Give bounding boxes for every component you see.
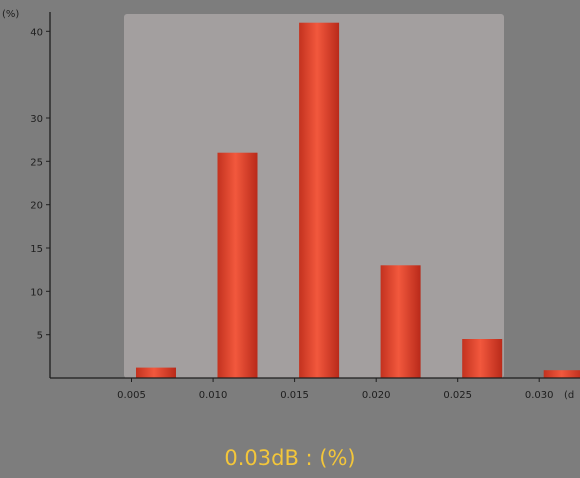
- bar-1: [136, 367, 176, 378]
- y-tick-label-7: 40: [30, 27, 43, 38]
- x-ticks-group: 0.005 0.010 0.015 0.020 0.025 0.030: [117, 378, 554, 401]
- y-tick-label-3: 15: [30, 244, 43, 255]
- bars-group: [136, 22, 580, 378]
- x-tick-label-6: 0.030: [525, 390, 554, 401]
- x-tick-label-4: 0.020: [362, 390, 391, 401]
- y-tick-label-5: 25: [30, 157, 43, 168]
- bar-2: [217, 152, 258, 378]
- x-unit-label: (d: [564, 390, 574, 401]
- y-tick-label-4: 20: [30, 201, 43, 212]
- y-tick-label-1: 5: [37, 331, 43, 342]
- x-tick-label-5: 0.025: [443, 390, 472, 401]
- axes-group: [49, 12, 580, 379]
- y-tick-label-2: 10: [30, 287, 43, 298]
- x-tick-label-1: 0.005: [117, 390, 146, 401]
- y-unit-label: (%): [2, 9, 19, 20]
- x-tick-label-2: 0.010: [199, 390, 228, 401]
- x-tick-label-3: 0.015: [280, 390, 309, 401]
- bar-6: [543, 370, 580, 378]
- y-ticks-group: 5 10 15 20 25 30 40: [30, 27, 50, 342]
- bar-4: [380, 265, 421, 378]
- bar-5: [462, 339, 503, 378]
- y-tick-label-6: 30: [30, 114, 43, 125]
- bar-3: [299, 22, 340, 378]
- chart-caption: 0.03dB : (%): [224, 446, 356, 470]
